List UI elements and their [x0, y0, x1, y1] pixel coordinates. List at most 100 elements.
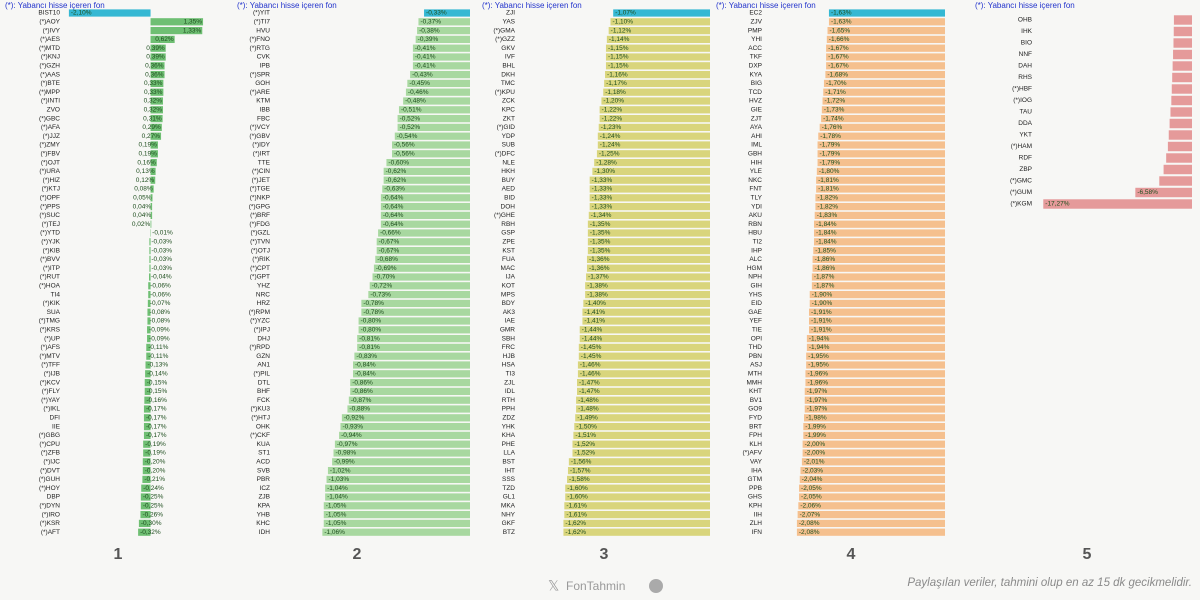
category-label: (*)HIZ [43, 177, 60, 184]
category-label: MKA [501, 503, 516, 510]
bar [577, 387, 710, 396]
value-label: -1,35% [590, 239, 611, 246]
value-label: -1,48% [578, 397, 599, 404]
bar [606, 35, 710, 44]
bar [809, 317, 945, 325]
value-label: -1,61% [566, 511, 587, 518]
category-label: (*)PPS [40, 203, 61, 210]
bar [799, 493, 945, 501]
bar [589, 194, 710, 202]
bar [813, 220, 945, 228]
category-label: YDI [751, 203, 762, 210]
category-label: (*)YJK [41, 239, 60, 246]
category-label: RTH [502, 397, 516, 404]
value-label: -0,43% [412, 71, 433, 78]
category-label: ZPE [502, 239, 515, 246]
bar [575, 414, 710, 422]
value-label: -1,35% [590, 230, 611, 237]
value-label: -1,84% [816, 239, 837, 246]
category-label: VAY [750, 459, 763, 466]
category-label: GL1 [503, 494, 516, 501]
bar [812, 255, 945, 264]
category-label: PHE [502, 441, 516, 448]
value-label: -1,62% [565, 529, 586, 536]
bar [579, 326, 710, 334]
bar [150, 79, 164, 88]
category-label: DTL [258, 379, 271, 386]
bar [146, 343, 151, 352]
bar [376, 246, 470, 255]
value-label: -1,33% [592, 177, 613, 184]
category-label: GTM [748, 476, 762, 483]
value-label: -1,60% [567, 494, 588, 501]
bar [826, 35, 945, 44]
value-label: -0,11% [148, 344, 168, 351]
value-label: 1,35% [184, 19, 203, 26]
bar [805, 378, 945, 387]
bar [604, 79, 710, 88]
category-label: GKF [502, 520, 515, 527]
category-label: YEF [749, 318, 762, 325]
category-label: OHK [256, 423, 271, 430]
value-label: -0,41% [415, 54, 436, 61]
value-label: -0,67% [379, 239, 400, 246]
bar [597, 132, 710, 140]
category-label: (*)GBV [249, 133, 270, 140]
value-label: -1,46% [580, 371, 601, 378]
category-label: (*)KGM [1010, 201, 1032, 208]
category-label: (*)GZL [251, 230, 271, 237]
panel-title: (*): Yabancı hisse içeren fon [716, 1, 816, 10]
bar [583, 299, 710, 308]
category-label: (*)CIN [252, 168, 270, 175]
bar [140, 502, 151, 510]
bar [417, 26, 470, 35]
value-label: -1,14% [609, 36, 630, 43]
category-label: (*)IOG [1013, 97, 1032, 104]
bar [150, 211, 153, 220]
panel-title: (*): Yabancı hisse içeren fon [237, 1, 337, 10]
bar [418, 18, 470, 26]
value-label: -1,45% [581, 344, 602, 351]
value-label: -0,80% [361, 318, 382, 325]
category-label: (*)RIK [252, 256, 270, 263]
category-label: TI3 [506, 371, 516, 378]
category-label: (*)IVY [43, 27, 61, 34]
bar [1173, 15, 1192, 25]
bar [372, 273, 470, 281]
bar [798, 502, 945, 510]
category-label: ALC [749, 256, 762, 263]
value-label: -1,73% [824, 107, 845, 114]
category-label: HBU [748, 230, 762, 237]
category-label: IDH [259, 529, 271, 536]
category-label: IDL [505, 388, 516, 395]
bar [150, 88, 164, 96]
bar [598, 123, 710, 132]
bar [1167, 141, 1192, 152]
bar [1169, 118, 1192, 129]
bar [369, 282, 470, 290]
bar [605, 53, 710, 61]
category-label: KUA [257, 441, 271, 448]
bar [819, 123, 945, 132]
category-label: HVZ [749, 98, 762, 105]
value-label: -1,61% [566, 503, 587, 510]
bar [1170, 107, 1192, 117]
category-label: TAU [1019, 109, 1032, 116]
bar [577, 378, 710, 387]
bar [147, 326, 151, 334]
value-label: -17,27% [1045, 201, 1069, 208]
category-label: (*)JET [252, 177, 270, 184]
value-label: -0,56% [394, 151, 415, 158]
value-label: -1,87% [814, 274, 835, 281]
value-label: -1,79% [820, 151, 841, 158]
category-label: TZD [502, 485, 515, 492]
bar [326, 475, 470, 484]
bar [586, 255, 710, 264]
value-label: -0,03% [151, 265, 172, 272]
value-label: -1,78% [820, 133, 841, 140]
category-label: DOH [501, 203, 516, 210]
bar [149, 238, 151, 246]
value-label: -1,48% [578, 406, 599, 413]
bar [1159, 176, 1192, 186]
category-label: BUY [502, 177, 516, 184]
